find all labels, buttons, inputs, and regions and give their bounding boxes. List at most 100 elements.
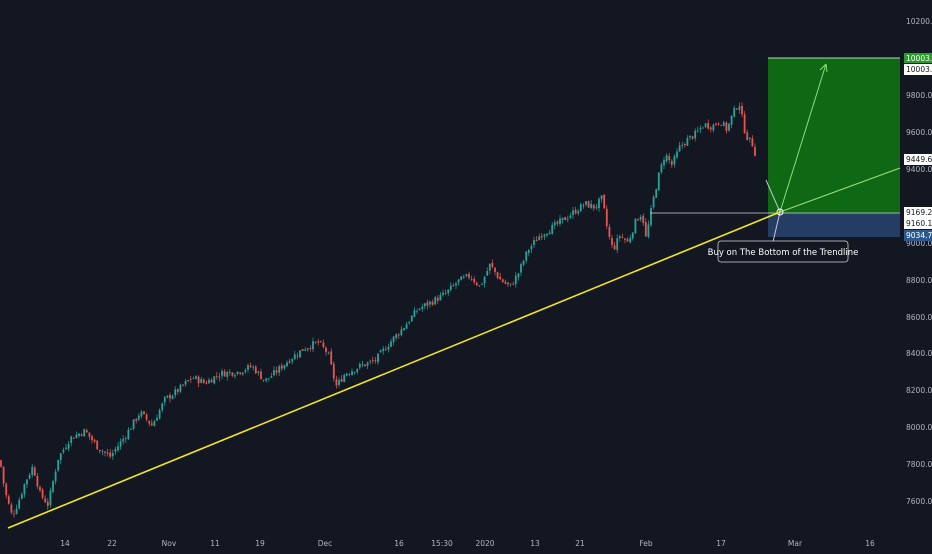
candle-up — [67, 443, 70, 449]
candle-down — [280, 365, 283, 369]
entry-alt-price-badge — [904, 218, 932, 229]
candle-up — [514, 275, 517, 285]
target-price-label: 10003.6 — [906, 54, 932, 63]
candle-up — [449, 285, 452, 290]
candle-down — [743, 114, 746, 134]
candle-down — [624, 238, 626, 240]
angle-line[interactable] — [779, 167, 901, 213]
trendline[interactable] — [7, 211, 781, 529]
candle-down — [436, 297, 439, 301]
candle-up — [408, 322, 411, 324]
candle-up — [616, 238, 619, 250]
target-zone[interactable] — [768, 58, 900, 213]
candle-up — [117, 446, 119, 451]
candle-down — [104, 451, 106, 453]
candle-up — [226, 371, 229, 377]
candle-up — [166, 395, 169, 398]
target-projection-line[interactable] — [779, 63, 827, 213]
candle-up — [722, 122, 725, 126]
candle-up — [400, 329, 403, 336]
candle-up — [551, 224, 554, 234]
candle-up — [618, 236, 621, 239]
candle-up — [462, 276, 465, 278]
candle-up — [348, 373, 351, 375]
candle-down — [325, 347, 327, 352]
candle-down — [335, 379, 338, 386]
x-tick-label: 15:30 — [431, 539, 453, 548]
candle-up — [228, 371, 231, 373]
price-badges: 10003.6 10003.6 9449.6 9169.2 9160.1 903… — [904, 53, 932, 241]
pullback-line-lower[interactable] — [771, 211, 781, 247]
candle-up — [418, 308, 421, 310]
candle-down — [496, 272, 499, 278]
pullback-line-upper[interactable] — [765, 179, 781, 213]
candle-up — [26, 479, 28, 485]
candle-up — [694, 130, 697, 139]
candle-up — [62, 449, 65, 453]
candle-up — [54, 471, 57, 482]
callout[interactable]: Buy on The Bottom of the Trendline — [708, 240, 859, 263]
candle-down — [223, 371, 226, 377]
candle-down — [239, 372, 242, 374]
candle-down — [135, 418, 138, 421]
candle-up — [195, 376, 197, 379]
candle-up — [676, 151, 678, 158]
candle-down — [210, 379, 213, 383]
candle-down — [374, 360, 377, 361]
candle-down — [621, 237, 624, 238]
y-tick-label: 7600.0 — [906, 497, 932, 506]
candle-up — [465, 274, 468, 276]
candle-down — [642, 215, 645, 223]
candle-down — [613, 245, 616, 250]
time-axis[interactable]: 14 22 Nov 11 19 Dec 16 15:30 2020 13 21 … — [60, 539, 875, 548]
price-axis[interactable]: 10200.0 9800.0 9600.0 9400.0 9000.0 8800… — [906, 17, 932, 506]
candle-up — [267, 378, 270, 379]
candle-up — [153, 421, 156, 427]
candle-down — [644, 221, 647, 237]
candle-up — [187, 380, 190, 382]
candle-up — [15, 508, 18, 514]
candle-down — [540, 236, 543, 238]
y-tick-label: 9600.0 — [906, 128, 932, 137]
candle-down — [197, 376, 200, 384]
candle-down — [582, 205, 585, 207]
y-tick-label: 8800.0 — [906, 276, 932, 285]
candle-up — [403, 328, 405, 331]
candle-up — [546, 233, 548, 236]
candle-up — [312, 341, 314, 350]
candle-up — [488, 263, 491, 271]
candle-down — [150, 423, 153, 426]
candle-down — [231, 372, 234, 376]
candle-up — [130, 428, 132, 430]
candle-down — [93, 439, 96, 442]
stop-zone[interactable] — [768, 213, 900, 237]
entry-point-marker[interactable] — [776, 208, 784, 216]
candle-up — [639, 216, 642, 220]
candle-up — [382, 348, 385, 352]
candle-down — [475, 282, 478, 286]
candle-down — [0, 460, 2, 467]
candle-down — [592, 204, 595, 209]
candle-up — [278, 366, 281, 373]
candle-down — [670, 161, 673, 165]
candle-down — [260, 371, 262, 380]
candle-up — [257, 371, 260, 373]
candle-up — [174, 389, 177, 396]
candle-down — [205, 382, 208, 384]
y-tick-label: 9800.0 — [906, 91, 932, 100]
candle-up — [140, 411, 143, 417]
callout-text: Buy on The Bottom of the Trendline — [708, 248, 859, 258]
candle-up — [728, 123, 730, 131]
candle-up — [314, 341, 317, 343]
candle-down — [384, 349, 387, 351]
candle-down — [88, 432, 91, 437]
candle-up — [439, 294, 442, 301]
candle-up — [665, 155, 668, 162]
candle-up — [673, 156, 676, 165]
candle-down — [109, 452, 112, 457]
candle-up — [158, 409, 161, 419]
candle-up — [200, 379, 203, 383]
candle-down — [275, 370, 278, 373]
